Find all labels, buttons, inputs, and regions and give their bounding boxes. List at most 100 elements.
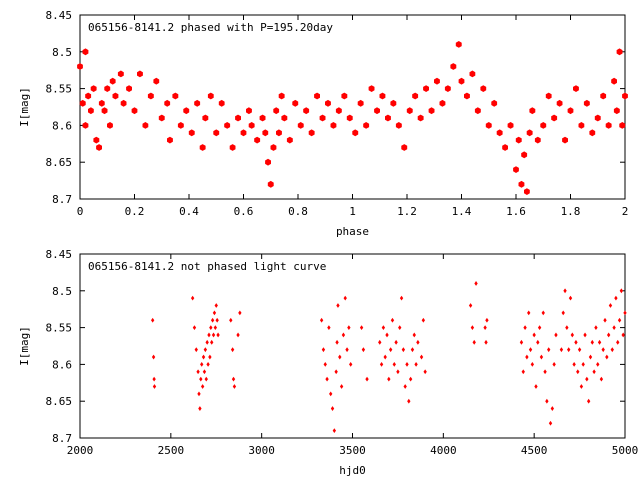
data-point — [622, 92, 628, 100]
data-point — [368, 85, 375, 92]
data-point — [339, 384, 344, 389]
data-point — [561, 310, 565, 316]
data-point — [120, 99, 127, 107]
x-tick-label: 2000 — [67, 444, 94, 457]
data-point — [254, 136, 261, 144]
data-point — [303, 107, 310, 115]
data-point — [401, 144, 408, 151]
data-point — [578, 122, 585, 129]
data-point — [434, 77, 440, 85]
data-point — [131, 107, 138, 115]
data-point — [194, 99, 201, 107]
phased-plot-ticks: 0 0.2 0.4 0.6 0.8 1 1.2 1.4 1.6 1.8 2 8.45 8.5 8.55 8.… — [46, 9, 629, 218]
data-point — [363, 122, 370, 129]
data-point — [240, 129, 247, 137]
x-tick-label: 0.8 — [288, 205, 308, 218]
data-point — [383, 354, 387, 360]
data-point — [401, 347, 406, 353]
data-point — [562, 136, 568, 144]
data-point — [327, 325, 331, 330]
phased-plot-panel: 0 0.2 0.4 0.6 0.8 1 1.2 1.4 1.6 1.8 2 8.45 8.5 8.55 8.… — [18, 9, 628, 238]
x-tick-label: 1 — [349, 205, 356, 218]
data-point — [90, 85, 97, 92]
x-tick-label: 4000 — [430, 444, 457, 457]
y-tick-label: 8.5 — [52, 46, 72, 59]
data-point — [608, 303, 613, 308]
x-tick-label: 0.2 — [125, 205, 145, 218]
data-point — [423, 85, 429, 92]
data-point — [142, 122, 149, 129]
data-point — [208, 354, 212, 360]
data-point — [292, 99, 299, 107]
data-point — [472, 339, 476, 345]
data-point — [267, 180, 274, 188]
data-point — [335, 339, 339, 345]
data-point — [396, 369, 400, 375]
data-point — [573, 85, 579, 92]
data-point — [589, 129, 596, 137]
data-point — [594, 114, 601, 122]
data-point — [399, 295, 404, 301]
data-point — [194, 347, 198, 353]
data-point — [213, 325, 218, 330]
data-point — [199, 144, 206, 151]
data-point — [450, 63, 457, 70]
data-point — [238, 310, 242, 316]
data-point — [224, 122, 231, 129]
x-tick-label: 1.2 — [397, 205, 417, 218]
data-point — [343, 295, 347, 301]
data-point — [334, 369, 338, 375]
data-point — [93, 136, 100, 144]
x-tick-label: 0.4 — [179, 205, 199, 218]
data-point — [321, 347, 326, 353]
data-point — [417, 114, 424, 122]
data-point — [265, 158, 271, 166]
data-point — [270, 144, 277, 151]
data-point — [455, 41, 462, 48]
data-point — [568, 295, 573, 301]
data-point — [235, 114, 241, 122]
data-point — [606, 332, 611, 338]
data-point — [586, 398, 591, 404]
data-point — [605, 354, 609, 360]
data-point — [583, 332, 587, 338]
data-point — [610, 347, 614, 353]
data-point — [554, 332, 558, 338]
data-point — [204, 376, 208, 382]
data-point — [359, 325, 364, 330]
x-tick-label: 3500 — [339, 444, 366, 457]
data-point — [211, 332, 216, 338]
data-point — [613, 107, 620, 115]
data-point — [596, 362, 600, 367]
data-point — [597, 339, 602, 345]
data-point — [599, 376, 604, 382]
data-point — [85, 92, 92, 100]
y-tick-label: 8.55 — [46, 83, 73, 96]
data-point — [341, 332, 346, 338]
y-tick-label: 8.65 — [46, 395, 73, 408]
data-point — [570, 332, 574, 338]
data-point — [346, 114, 353, 122]
data-point — [515, 136, 522, 144]
phased-plot-ylabel: I[mag] — [18, 87, 31, 127]
unphased-plot-ticks: 2000 2500 3000 3500 4000 4500 5000 8.45 8.5 8.55 8… — [46, 248, 639, 457]
data-point — [423, 369, 427, 375]
data-point — [539, 354, 544, 360]
data-point — [352, 129, 359, 137]
data-point — [196, 369, 200, 375]
data-point — [198, 406, 202, 411]
phased-plot-title: 065156-8141.2 phased with P=195.20day — [88, 21, 333, 34]
data-point — [104, 85, 111, 92]
data-point — [611, 77, 617, 85]
data-point — [470, 325, 475, 330]
data-point — [201, 354, 206, 360]
data-point — [357, 99, 364, 107]
y-tick-label: 8.7 — [52, 432, 72, 445]
data-point — [405, 362, 409, 367]
data-point — [297, 122, 304, 129]
unphased-plot-panel: 2000 2500 3000 3500 4000 4500 5000 8.45 8.5 8.55 8… — [18, 248, 638, 477]
data-point — [207, 332, 211, 338]
x-tick-label: 5000 — [612, 444, 639, 457]
y-tick-label: 8.45 — [46, 9, 73, 22]
data-point — [341, 92, 348, 100]
